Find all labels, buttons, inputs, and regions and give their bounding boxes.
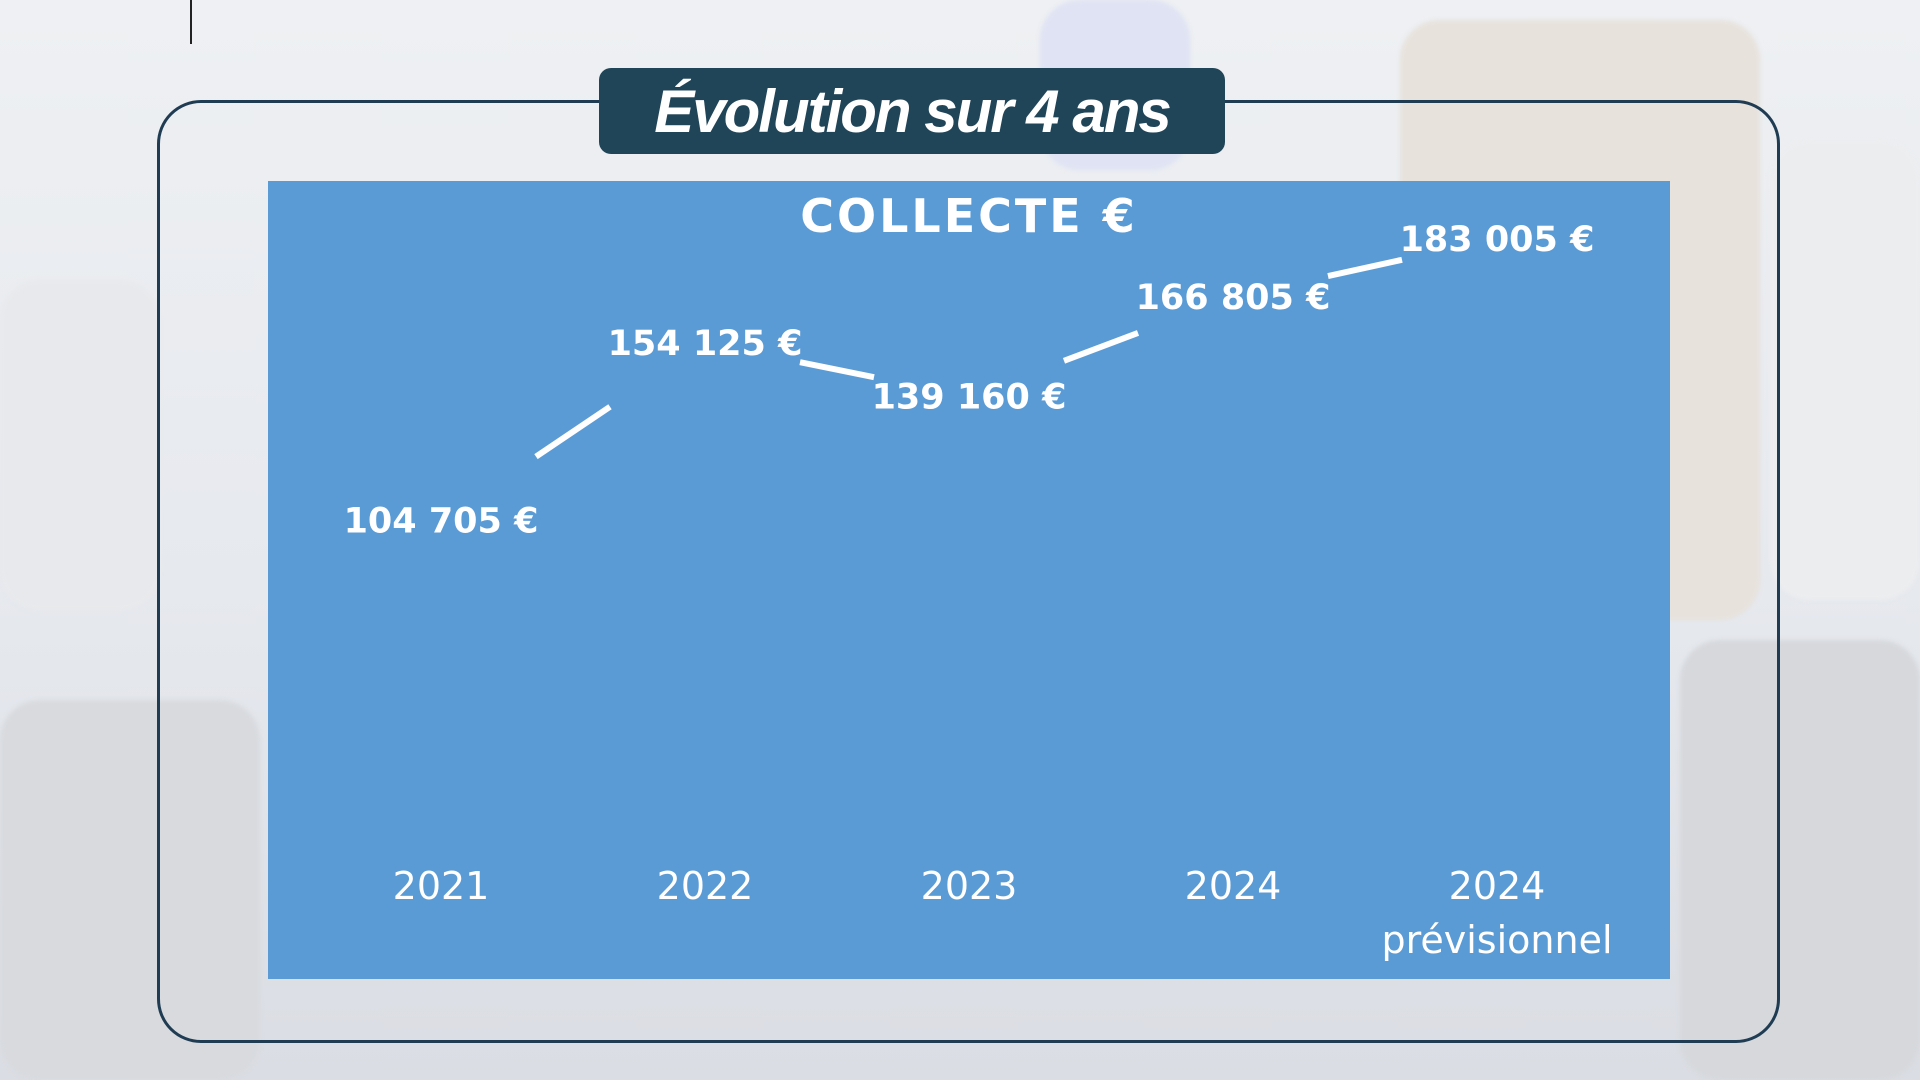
x-tick-label-5-line-2: prévisionnel [1381,918,1612,962]
data-label-1: 104 705 € [344,502,539,542]
x-tick-label-3: 2023 [921,864,1018,908]
x-tick-label-1: 2021 [393,864,490,908]
line-segment-1 [534,404,612,460]
chart-title: COLLECTE € [800,189,1138,243]
line-segment-2 [799,359,875,381]
chart: COLLECTE € 104 705 € 154 125 € 139 160 € 16… [344,189,1613,962]
data-label-4: 166 805 € [1136,278,1331,318]
x-tick-label-2: 2022 [657,864,754,908]
x-tick-label-4: 2024 [1185,864,1282,908]
x-tick-label-5: 2024 [1449,864,1546,908]
data-label-5: 183 005 € [1400,220,1595,260]
accent-line [190,0,192,44]
title-banner: Évolution sur 4 ans [599,68,1225,154]
data-label-3: 139 160 € [872,378,1067,418]
line-segment-3 [1062,330,1140,364]
chart-panel: COLLECTE € 104 705 € 154 125 € 139 160 € 16… [268,181,1670,979]
series-layer: 104 705 € 154 125 € 139 160 € 166 805 € 183 … [344,220,1613,962]
line-segment-4 [1327,256,1403,280]
page-title: Évolution sur 4 ans [654,77,1171,145]
data-label-2: 154 125 € [608,324,803,364]
